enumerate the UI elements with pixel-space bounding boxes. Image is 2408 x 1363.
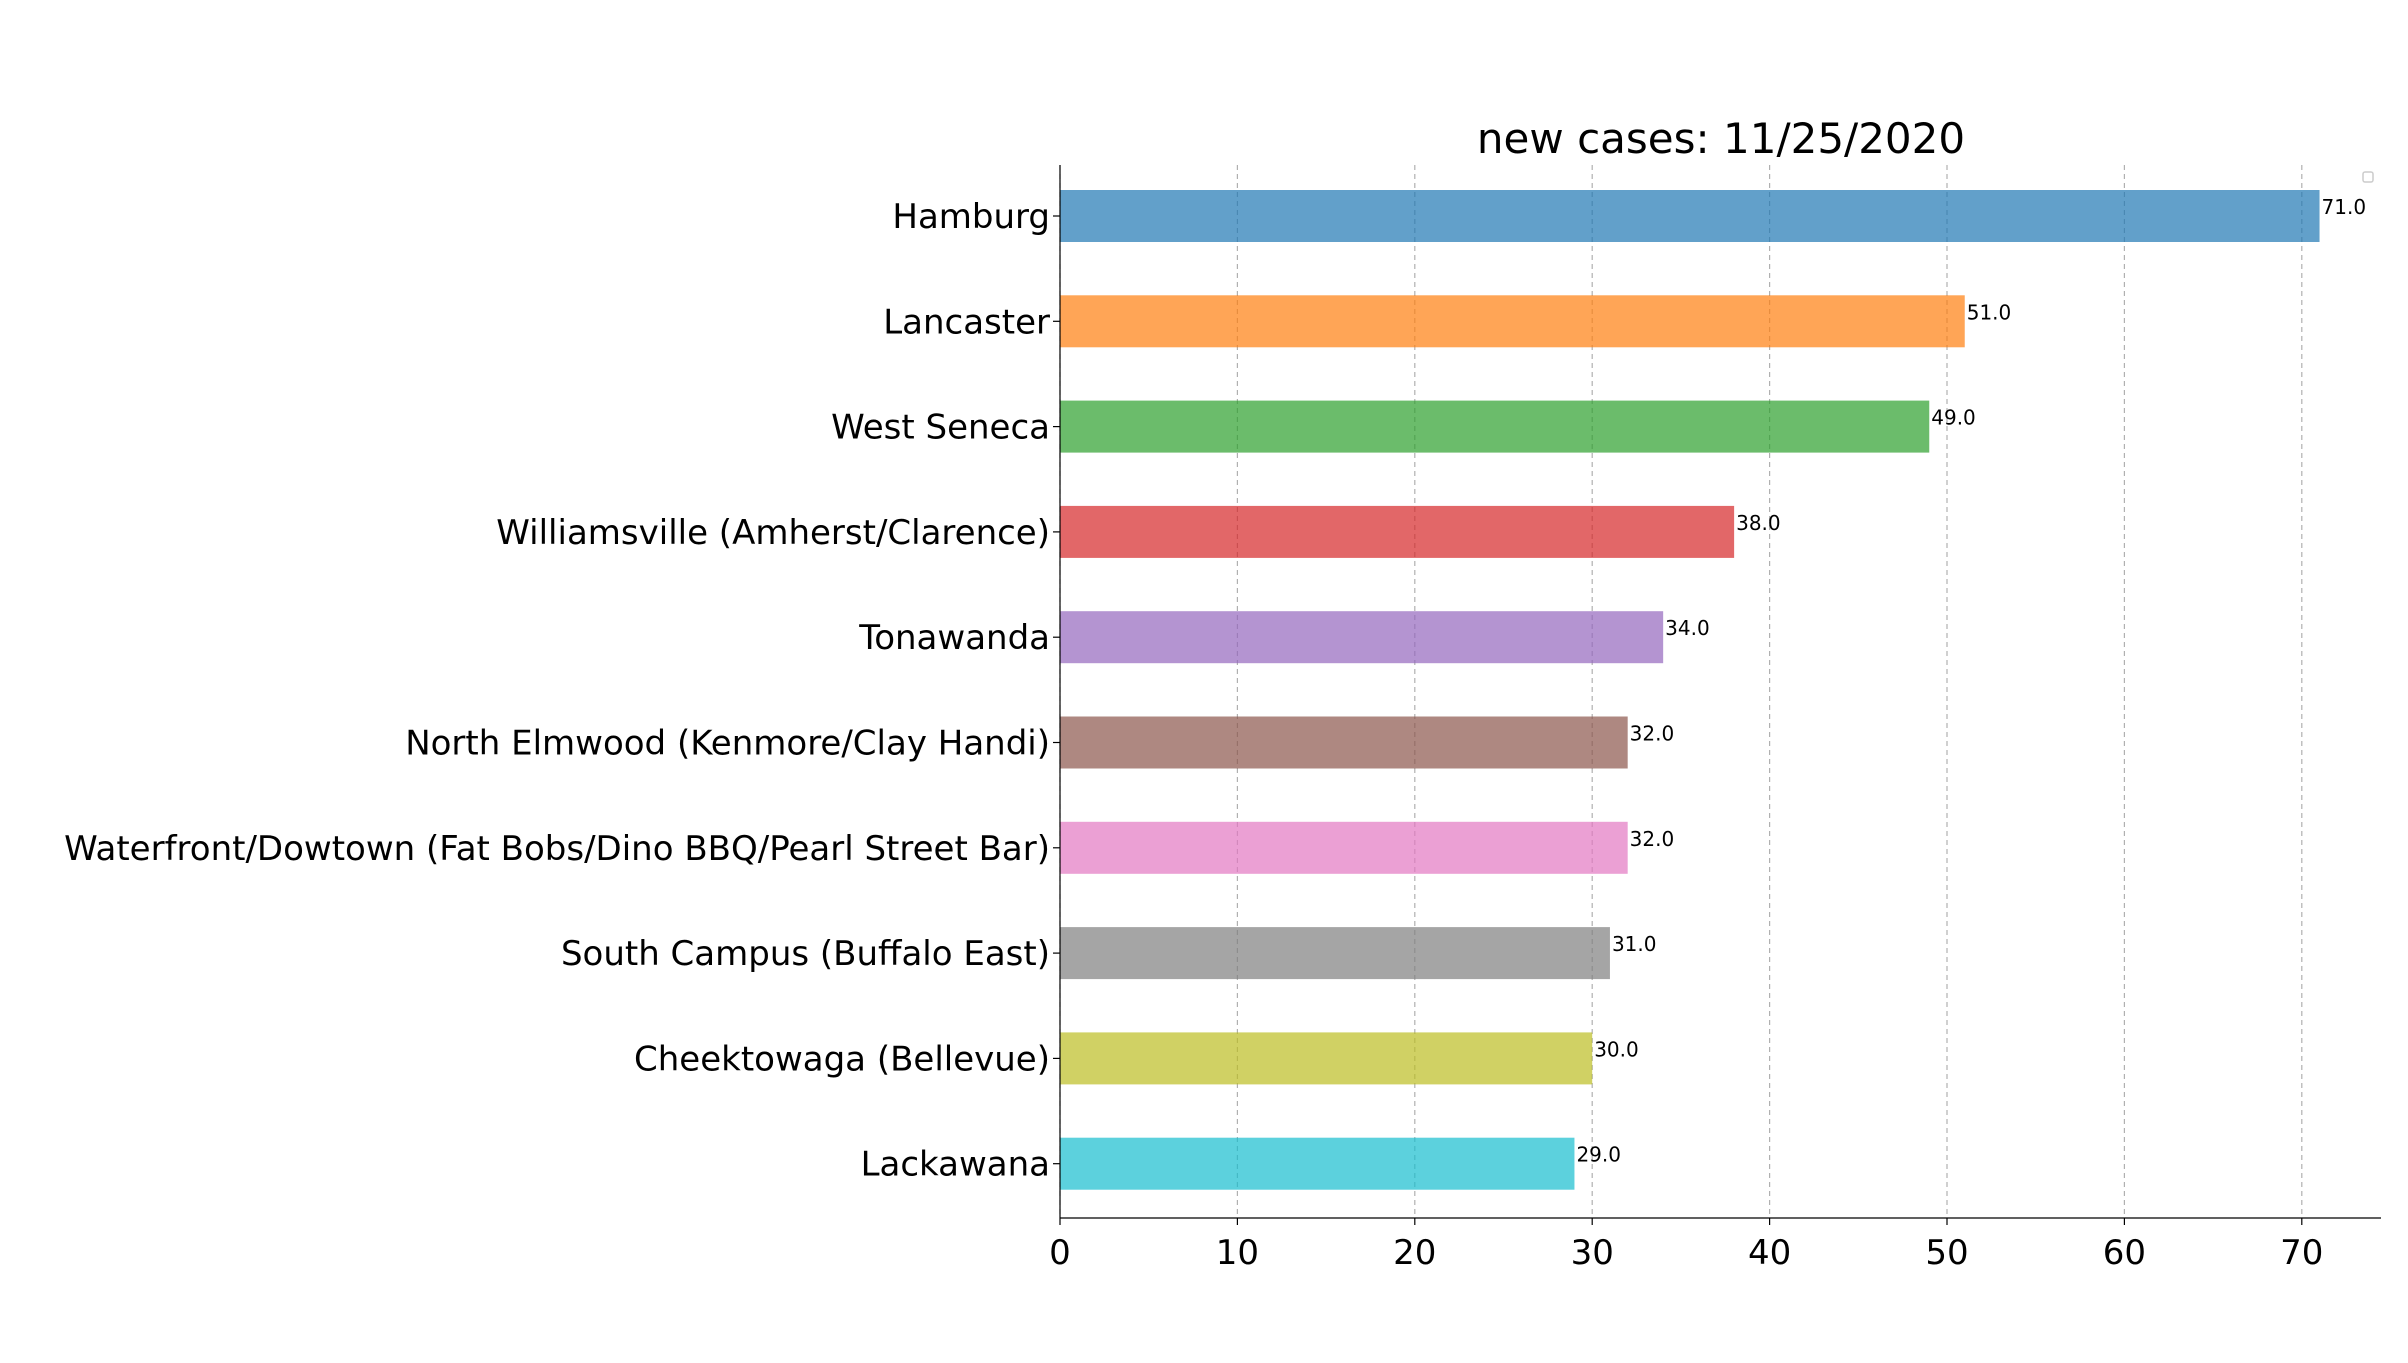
value-label: 30.0 <box>1594 1037 1639 1061</box>
axes <box>1053 165 2381 1225</box>
bar <box>1060 400 1930 453</box>
value-label: 38.0 <box>1736 511 1781 535</box>
value-label: 71.0 <box>2322 195 2367 219</box>
x-tick-label: 20 <box>1393 1233 1436 1273</box>
value-label: 34.0 <box>1665 616 1710 640</box>
category-label: Williamsville (Amherst/Clarence) <box>496 513 1050 553</box>
category-label: Lancaster <box>883 302 1050 342</box>
bar <box>1060 1137 1575 1190</box>
category-label: Lackawana <box>861 1145 1050 1185</box>
value-label: 32.0 <box>1630 827 1675 851</box>
x-tick-label: 40 <box>1748 1233 1791 1273</box>
x-tick-label: 50 <box>1925 1233 1968 1273</box>
bar <box>1060 611 1664 664</box>
labels: 0 10 20 30 40 50 60 70 Hamburg 71.0 Lancaster 51.0 W… <box>64 195 2366 1273</box>
category-label: Tonawanda <box>858 618 1050 658</box>
legend-box <box>2362 171 2374 183</box>
value-label: 51.0 <box>1967 300 2012 324</box>
category-label: Cheektowaga (Bellevue) <box>634 1039 1050 1079</box>
bar <box>1060 190 2320 242</box>
category-label: Hamburg <box>892 197 1050 237</box>
bars <box>1060 190 2320 1190</box>
bar <box>1060 295 1965 348</box>
category-label: West Seneca <box>831 408 1050 448</box>
bar <box>1060 716 1628 769</box>
value-label: 49.0 <box>1931 406 1976 430</box>
x-tick-label: 60 <box>2103 1233 2146 1273</box>
value-label: 29.0 <box>1576 1143 1621 1167</box>
chart-title: new cases: 11/25/2020 <box>1477 114 1965 163</box>
bar <box>1060 1032 1593 1085</box>
category-label: South Campus (Buffalo East) <box>561 934 1050 974</box>
x-tick-label: 30 <box>1571 1233 1614 1273</box>
bar <box>1060 821 1628 874</box>
x-tick-label: 10 <box>1216 1233 1259 1273</box>
x-tick-label: 70 <box>2280 1233 2323 1273</box>
value-label: 32.0 <box>1630 722 1675 746</box>
bar <box>1060 927 1610 980</box>
bar <box>1060 505 1735 558</box>
category-label: North Elmwood (Kenmore/Clay Handi) <box>405 724 1050 764</box>
value-label: 31.0 <box>1612 932 1657 956</box>
x-tick-label: 0 <box>1049 1233 1071 1273</box>
category-label: Waterfront/Dowtown (Fat Bobs/Dino BBQ/Pe… <box>64 829 1050 869</box>
